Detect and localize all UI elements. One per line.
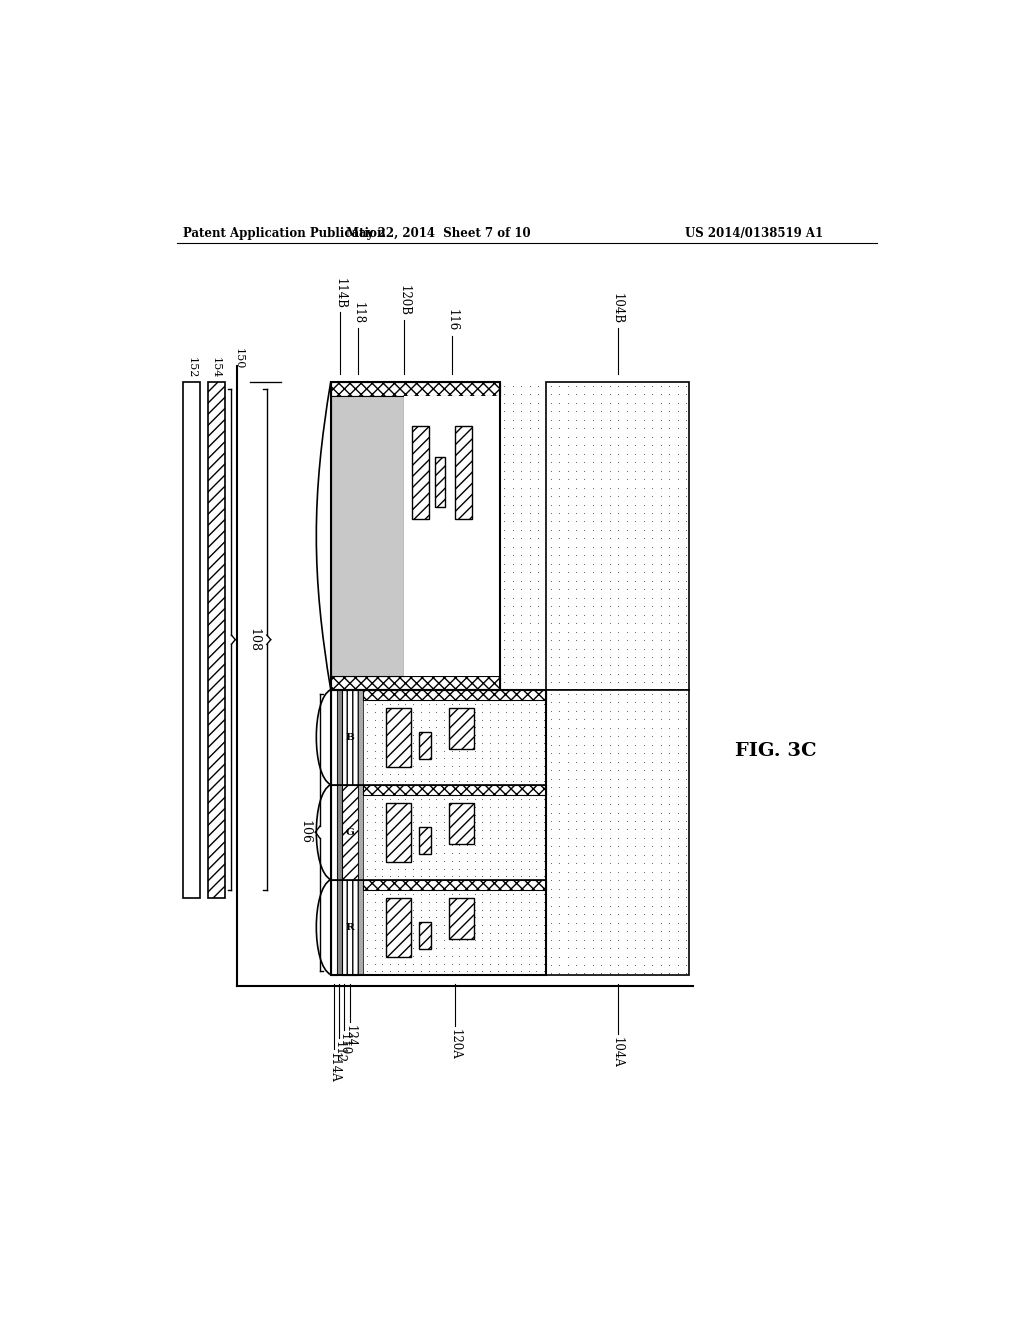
Bar [337, 689, 342, 784]
Bar [331, 381, 500, 689]
Bar [547, 689, 689, 974]
Text: 154: 154 [211, 358, 221, 379]
Bar [331, 689, 337, 784]
Bar [403, 396, 500, 676]
Text: 114B: 114B [334, 277, 346, 309]
Bar [412, 426, 429, 519]
Text: 112: 112 [333, 1040, 346, 1063]
Text: FIG. 3C: FIG. 3C [735, 742, 816, 760]
Text: R: R [346, 923, 354, 932]
Bar [364, 784, 547, 796]
Bar [364, 879, 547, 891]
Bar [337, 879, 342, 974]
Text: 120A: 120A [449, 1030, 461, 1060]
Bar [386, 708, 411, 767]
Bar [331, 676, 500, 689]
Bar [386, 803, 411, 862]
Text: May 22, 2014  Sheet 7 of 10: May 22, 2014 Sheet 7 of 10 [346, 227, 530, 240]
Text: 118: 118 [351, 302, 365, 323]
Bar [358, 879, 364, 974]
Bar [183, 381, 200, 898]
Bar [419, 733, 431, 759]
Text: 104B: 104B [611, 293, 624, 323]
Bar [450, 708, 474, 750]
Text: G: G [345, 828, 354, 837]
Bar [331, 396, 403, 676]
Text: 106: 106 [299, 820, 312, 845]
Bar [450, 898, 474, 940]
Bar [419, 828, 431, 854]
Text: 152: 152 [186, 358, 197, 379]
Bar [342, 784, 358, 879]
Bar [331, 689, 547, 974]
Bar [450, 803, 474, 845]
Text: 124: 124 [343, 1026, 356, 1048]
Bar [331, 381, 500, 396]
Bar [547, 381, 689, 689]
Bar [337, 784, 342, 879]
Bar [331, 879, 337, 974]
Text: Patent Application Publication: Patent Application Publication [183, 227, 385, 240]
Bar [364, 689, 547, 701]
Text: 120B: 120B [397, 285, 411, 317]
Text: 114A: 114A [328, 1052, 340, 1084]
Bar [386, 898, 411, 957]
Bar [342, 879, 358, 974]
Bar [455, 426, 472, 519]
Text: 150: 150 [233, 348, 244, 370]
Text: 108: 108 [247, 627, 260, 652]
Text: 110: 110 [337, 1034, 350, 1056]
Bar [435, 457, 445, 507]
Text: B: B [345, 733, 354, 742]
Text: 116: 116 [445, 309, 459, 331]
Bar [342, 689, 358, 784]
Bar [358, 689, 364, 784]
Text: 104A: 104A [611, 1038, 624, 1068]
Text: US 2014/0138519 A1: US 2014/0138519 A1 [685, 227, 823, 240]
Bar [358, 784, 364, 879]
Bar [208, 381, 224, 898]
Bar [331, 784, 337, 879]
Bar [419, 923, 431, 949]
